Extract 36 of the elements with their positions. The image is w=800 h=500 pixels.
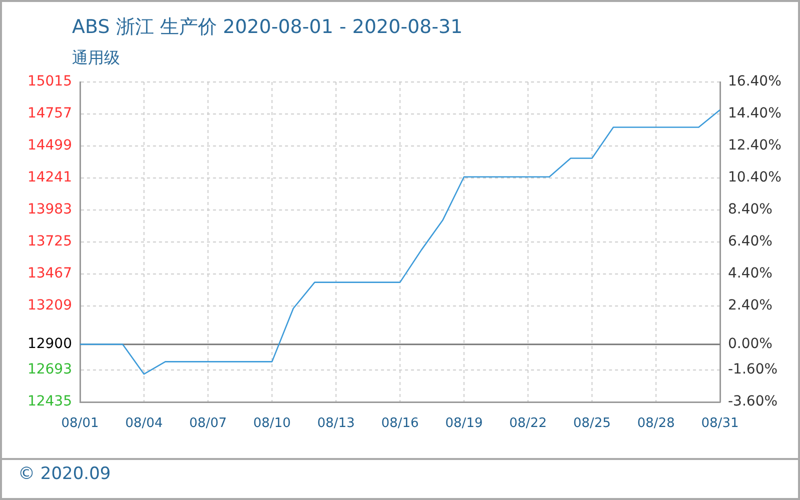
x-tick-label: 08/19 [445,416,483,432]
x-tick-label: 08/04 [125,416,163,432]
y2-tick-label: 16.40% [728,74,782,90]
text: © 2020.09 [18,464,111,484]
y-tick-label: 14499 [27,138,72,154]
x-tick-label: 08/13 [317,416,355,432]
x-tick-label: 08/10 [253,416,291,432]
y-tick-label: 12900 [27,336,72,352]
y2-tick-label: 10.40% [728,170,782,186]
y-tick-label: 13467 [27,266,72,282]
y2-tick-label: 4.40% [728,266,772,282]
y-tick-label: 13725 [27,234,72,250]
y-tick-label: 13983 [27,202,72,218]
x-tick-label: 08/22 [509,416,547,432]
y-tick-label: 13209 [27,298,72,314]
y2-tick-label: 14.40% [728,106,782,122]
x-tick-label: 08/07 [189,416,227,432]
x-tick-label: 08/01 [61,416,99,432]
y2-tick-label: -3.60% [728,394,778,410]
chart-title: ABS 浙江 生产价 2020-08-01 - 2020-08-31 [72,15,463,40]
y2-tick-label: 6.40% [728,234,772,250]
y2-tick-label: 12.40% [728,138,782,154]
y2-tick-label: 2.40% [728,298,772,314]
y-tick-label: 12693 [27,362,72,378]
y-tick-label: 15015 [27,74,72,90]
x-tick-label: 08/25 [573,416,611,432]
x-tick-label: 08/16 [381,416,419,432]
x-tick-label: 08/31 [701,416,739,432]
y2-tick-label: 0.00% [728,336,772,352]
y-tick-label: 14241 [27,170,72,186]
y-tick-label: 12435 [27,394,72,410]
y-tick-label: 14757 [27,106,72,122]
x-tick-label: 08/28 [637,416,675,432]
y2-tick-label: -1.60% [728,362,778,378]
y2-tick-label: 8.40% [728,202,772,218]
chart-subtitle: 通用级 [72,48,120,69]
